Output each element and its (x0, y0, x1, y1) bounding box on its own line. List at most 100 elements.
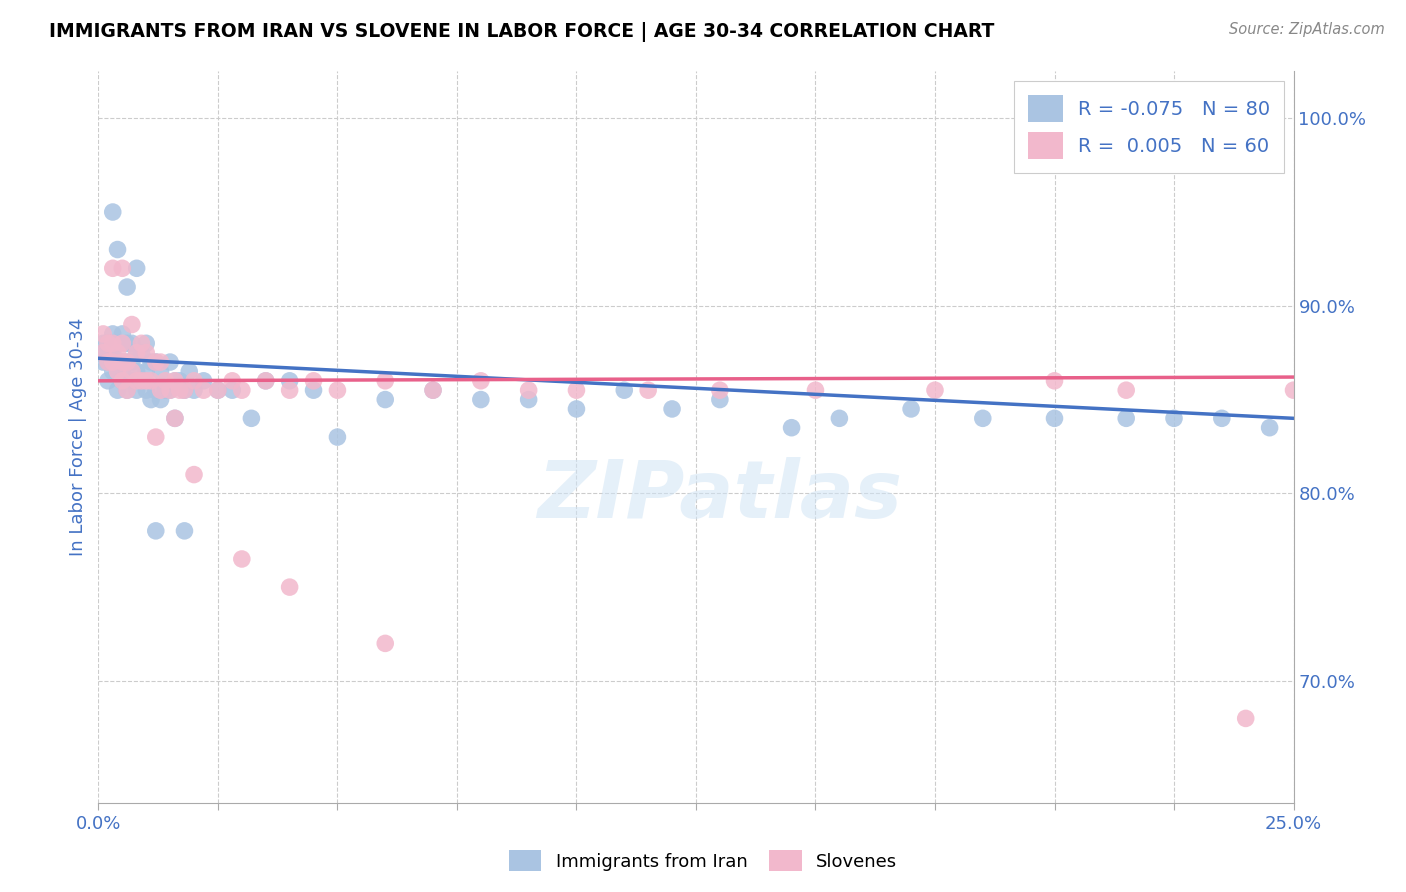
Point (115, 336, 138, 351)
Point (278, 383, 301, 397)
Point (173, 524, 195, 538)
Point (111, 374, 134, 388)
Text: Source: ZipAtlas.com: Source: ZipAtlas.com (1229, 22, 1385, 37)
Point (135, 383, 157, 397)
Point (145, 355, 167, 369)
Point (111, 364, 134, 378)
Point (145, 355, 167, 369)
Point (637, 383, 659, 397)
Point (163, 374, 186, 388)
Point (145, 383, 167, 397)
Point (159, 355, 181, 369)
Point (278, 374, 301, 388)
Point (193, 374, 215, 388)
Point (613, 383, 636, 397)
Point (135, 374, 157, 388)
Point (111, 355, 134, 369)
Point (101, 326, 124, 341)
Point (1258, 420, 1281, 434)
Point (107, 383, 129, 397)
Point (183, 467, 205, 482)
Point (374, 392, 396, 407)
Point (780, 420, 803, 434)
Point (709, 383, 731, 397)
Point (221, 374, 243, 388)
Point (374, 374, 396, 388)
Point (125, 383, 148, 397)
Point (131, 336, 153, 351)
Point (169, 383, 191, 397)
Point (91, 345, 114, 359)
Point (131, 374, 153, 388)
Point (163, 411, 186, 425)
Point (111, 336, 134, 351)
Point (422, 383, 444, 397)
Y-axis label: In Labor Force | Age 30-34: In Labor Force | Age 30-34 (69, 318, 87, 557)
Point (900, 401, 922, 416)
Point (1234, 711, 1257, 725)
Point (155, 383, 177, 397)
Point (183, 383, 205, 397)
Point (91, 336, 114, 351)
Point (97, 355, 120, 369)
Point (101, 336, 124, 351)
Point (101, 345, 124, 359)
Point (470, 374, 492, 388)
Point (115, 383, 138, 397)
Point (101, 336, 124, 351)
Point (173, 383, 195, 397)
Point (121, 318, 143, 332)
Point (91, 355, 114, 369)
Point (115, 355, 138, 369)
Point (804, 383, 827, 397)
Point (517, 383, 540, 397)
Point (125, 374, 148, 388)
Point (111, 261, 134, 276)
Point (107, 364, 129, 378)
Point (924, 383, 946, 397)
Point (131, 374, 153, 388)
Point (107, 243, 129, 257)
Point (97, 336, 120, 351)
Point (972, 411, 994, 425)
Point (207, 383, 229, 397)
Point (240, 411, 263, 425)
Point (115, 383, 138, 397)
Point (231, 552, 253, 566)
Point (661, 401, 683, 416)
Point (149, 355, 172, 369)
Point (302, 374, 325, 388)
Point (1043, 374, 1066, 388)
Point (709, 392, 731, 407)
Text: ZIPatlas: ZIPatlas (537, 457, 903, 534)
Point (828, 411, 851, 425)
Point (159, 383, 181, 397)
Point (422, 383, 444, 397)
Point (125, 345, 148, 359)
Point (121, 336, 143, 351)
Point (254, 374, 277, 388)
Point (107, 364, 129, 378)
Point (115, 355, 138, 369)
Point (179, 364, 201, 378)
Point (173, 383, 195, 397)
Point (135, 336, 157, 351)
Point (565, 401, 588, 416)
Point (149, 383, 172, 397)
Point (163, 374, 186, 388)
Point (517, 392, 540, 407)
Point (101, 364, 124, 378)
Point (254, 374, 277, 388)
Point (193, 383, 215, 397)
Point (278, 580, 301, 594)
Legend: R = -0.075   N = 80, R =  0.005   N = 60: R = -0.075 N = 80, R = 0.005 N = 60 (1014, 81, 1284, 173)
Point (121, 355, 143, 369)
Point (1115, 411, 1137, 425)
Point (91, 326, 114, 341)
Text: IMMIGRANTS FROM IRAN VS SLOVENE IN LABOR FORCE | AGE 30-34 CORRELATION CHART: IMMIGRANTS FROM IRAN VS SLOVENE IN LABOR… (49, 22, 994, 42)
Point (111, 374, 134, 388)
Point (139, 355, 162, 369)
Point (183, 374, 205, 388)
Point (97, 355, 120, 369)
Point (1163, 411, 1185, 425)
